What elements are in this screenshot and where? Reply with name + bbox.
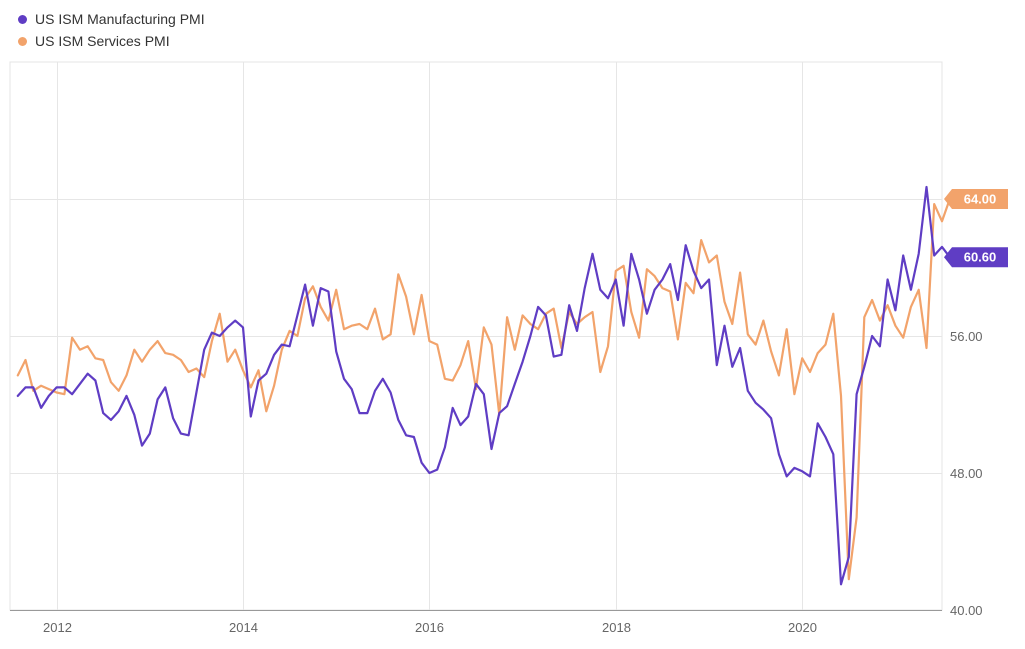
legend-dot-services xyxy=(18,36,27,46)
last-value-tag-manufacturing xyxy=(944,247,1008,268)
legend: US ISM Manufacturing PMI US ISM Services… xyxy=(18,8,205,52)
x-tick-label: 2016 xyxy=(415,620,444,635)
series-line-manufacturing xyxy=(16,185,951,586)
series-lines xyxy=(16,185,951,586)
x-tick-label: 2020 xyxy=(788,620,817,635)
legend-label-services: US ISM Services PMI xyxy=(35,33,170,49)
last-value-label-manufacturing: 60.60 xyxy=(964,250,997,265)
x-tick-label: 2018 xyxy=(602,620,631,635)
grid xyxy=(9,61,943,611)
legend-label-manufacturing: US ISM Manufacturing PMI xyxy=(35,11,205,27)
y-tick-label: 48.00 xyxy=(950,466,983,481)
legend-item-services[interactable]: US ISM Services PMI xyxy=(18,30,205,52)
legend-dot-manufacturing xyxy=(18,14,27,24)
last-value-tags: 60.60 64.00 xyxy=(944,189,1008,268)
x-tick-label: 2012 xyxy=(43,620,72,635)
series-line-services xyxy=(16,197,951,581)
last-value-tag-services xyxy=(944,189,1008,209)
legend-item-manufacturing[interactable]: US ISM Manufacturing PMI xyxy=(18,8,205,30)
y-tick-label: 40.00 xyxy=(950,603,983,618)
y-tick-label: 56.00 xyxy=(950,329,983,344)
last-value-label-services: 64.00 xyxy=(964,192,997,207)
x-tick-label: 2014 xyxy=(229,620,258,635)
